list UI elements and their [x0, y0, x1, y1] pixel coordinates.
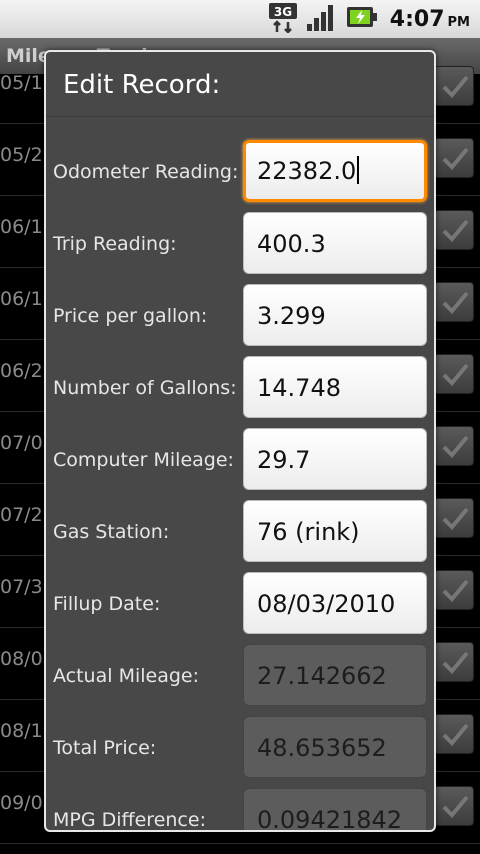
battery-charging-icon	[346, 4, 378, 34]
gallons-input[interactable]: 14.748	[243, 356, 427, 418]
odometer-label: Odometer Reading:	[53, 161, 239, 183]
field-row-price: Price per gallon: 3.299	[46, 284, 434, 350]
odometer-input[interactable]: 22382.0	[243, 140, 427, 202]
field-row-trip: Trip Reading: 400.3	[46, 212, 434, 278]
computer-mileage-label: Computer Mileage:	[53, 449, 234, 471]
checkmark-icon	[442, 75, 469, 98]
list-item-date: 06/1	[0, 216, 43, 238]
checkbox[interactable]	[434, 714, 474, 754]
field-row-odometer: Odometer Reading: 22382.0	[46, 140, 434, 206]
list-item-date: 07/2	[0, 504, 43, 526]
price-per-gallon-label: Price per gallon:	[53, 305, 208, 327]
checkbox[interactable]	[434, 138, 474, 178]
total-price-field: 48.653652	[243, 716, 427, 778]
field-row-total-price: Total Price: 48.653652	[46, 716, 434, 782]
field-row-gallons: Number of Gallons: 14.748	[46, 356, 434, 422]
actual-mileage-label: Actual Mileage:	[53, 665, 199, 687]
checkmark-icon	[442, 507, 469, 530]
checkmark-icon	[442, 723, 469, 746]
field-row-gas-station: Gas Station: 76 (rink)	[46, 500, 434, 566]
mpg-difference-label: MPG Difference:	[53, 809, 206, 831]
checkbox[interactable]	[434, 570, 474, 610]
checkmark-icon	[442, 435, 469, 458]
signal-strength-icon	[306, 2, 338, 36]
actual-mileage-field: 27.142662	[243, 644, 427, 706]
status-bar: 3G 4:07 PM	[0, 0, 480, 38]
svg-text:3G: 3G	[274, 5, 292, 19]
text-caret	[357, 156, 360, 184]
list-item-date: 09/0	[0, 792, 43, 814]
list-item-date: 08/0	[0, 648, 43, 670]
status-time: 4:07	[389, 6, 445, 32]
checkbox[interactable]	[434, 354, 474, 394]
status-ampm: PM	[447, 14, 470, 30]
computer-mileage-input[interactable]: 29.7	[243, 428, 427, 490]
list-item-date: 08/1	[0, 720, 43, 742]
edit-record-dialog: Edit Record: Odometer Reading: 22382.0 T…	[44, 50, 436, 832]
checkbox[interactable]	[434, 210, 474, 250]
checkbox[interactable]	[434, 786, 474, 826]
field-row-fillup-date: Fillup Date: 08/03/2010	[46, 572, 434, 638]
checkmark-icon	[442, 795, 469, 818]
price-per-gallon-input[interactable]: 3.299	[243, 284, 427, 346]
mpg-difference-field: 0.09421842	[243, 788, 427, 830]
field-row-computer-mileage: Computer Mileage: 29.7	[46, 428, 434, 494]
checkbox[interactable]	[434, 282, 474, 322]
list-item-date: 07/0	[0, 432, 43, 454]
dialog-divider	[46, 116, 434, 117]
checkbox[interactable]	[434, 498, 474, 538]
list-item-date: 06/1	[0, 288, 43, 310]
checkbox[interactable]	[434, 66, 474, 106]
fillup-date-input[interactable]: 08/03/2010	[243, 572, 427, 634]
checkmark-icon	[442, 651, 469, 674]
checkmark-icon	[442, 219, 469, 242]
gallons-label: Number of Gallons:	[53, 377, 237, 399]
field-row-mpg-difference: MPG Difference: 0.09421842	[46, 788, 434, 831]
checkmark-icon	[442, 291, 469, 314]
fillup-date-label: Fillup Date:	[53, 593, 161, 615]
list-item-date: 06/2	[0, 360, 43, 382]
trip-label: Trip Reading:	[53, 233, 177, 255]
gas-station-input[interactable]: 76 (rink)	[243, 500, 427, 562]
checkmark-icon	[442, 147, 469, 170]
3g-data-icon: 3G	[268, 1, 298, 37]
checkmark-icon	[442, 363, 469, 386]
checkmark-icon	[442, 579, 469, 602]
list-item-date: 05/2	[0, 144, 43, 166]
dialog-title: Edit Record:	[63, 70, 221, 100]
list-item-date: 05/1	[0, 72, 43, 94]
list-item-date: 07/3	[0, 576, 43, 598]
checkbox[interactable]	[434, 642, 474, 682]
trip-input[interactable]: 400.3	[243, 212, 427, 274]
field-row-actual-mileage: Actual Mileage: 27.142662	[46, 644, 434, 710]
checkbox[interactable]	[434, 426, 474, 466]
list-item[interactable]: 09/0	[0, 772, 480, 844]
total-price-label: Total Price:	[53, 737, 157, 759]
gas-station-label: Gas Station:	[53, 521, 170, 543]
